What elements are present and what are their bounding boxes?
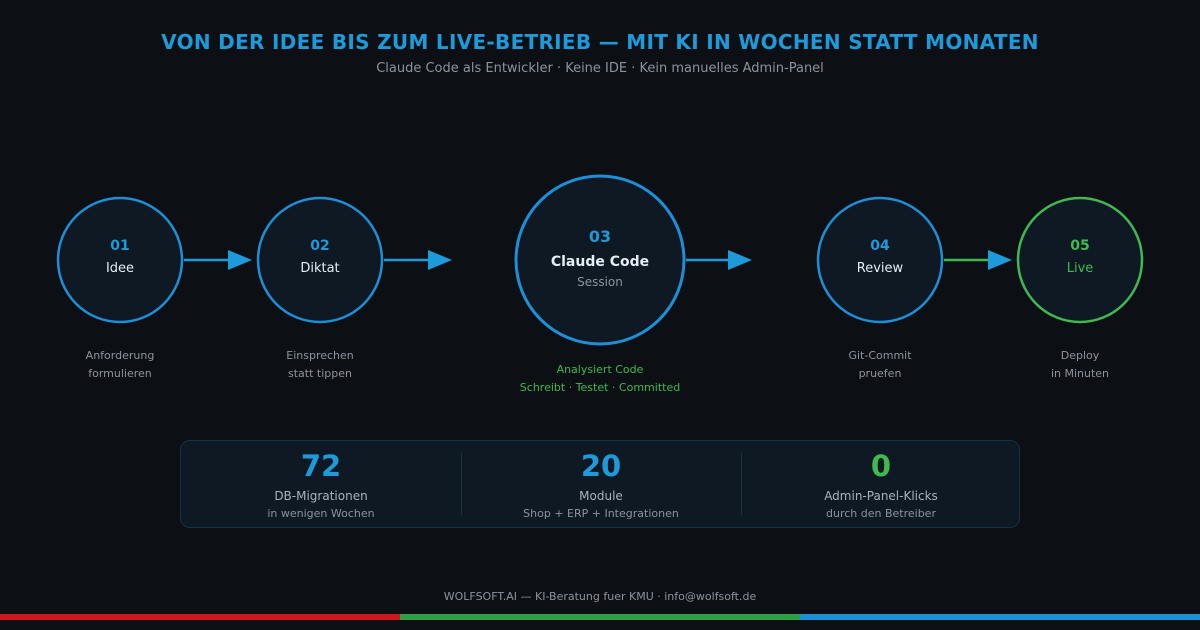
stat-divider: [741, 453, 742, 515]
step-desc-line: Analysiert Code: [556, 363, 644, 376]
step-description-02: Einsprechen statt tippen: [210, 347, 430, 383]
stat-sublabel: Shop + ERP + Integrationen: [523, 507, 679, 520]
step-desc-line: statt tippen: [288, 367, 352, 380]
step-desc-line: formulieren: [88, 367, 152, 380]
step-name: Review: [857, 261, 904, 276]
stat-value: 20: [580, 449, 622, 483]
arrow-03-04: [686, 250, 752, 270]
step-description-04: Git-Commit pruefen: [770, 347, 990, 383]
step-desc-line: in Minuten: [1050, 367, 1110, 380]
stat-label: Admin-Panel-Klicks: [824, 489, 938, 503]
step-number: 05: [1070, 238, 1089, 254]
step-number: 01: [110, 238, 129, 254]
step-name: Idee: [106, 261, 134, 276]
step-desc-line: Anforderung: [85, 349, 155, 362]
step-desc-line: Git-Commit: [848, 349, 912, 362]
step-desc-line: Einsprechen: [286, 349, 354, 362]
stat-modules: 20 Module Shop + ERP + Integrationen: [461, 441, 741, 527]
step-desc-line: Schreibt · Testet · Committed: [519, 381, 681, 394]
step-number: 02: [310, 238, 329, 254]
step-name: Claude Code: [551, 254, 649, 270]
step-desc-line: pruefen: [858, 367, 902, 380]
stat-db-migrations: 72 DB-Migrationen in wenigen Wochen: [181, 441, 461, 527]
footer-text: WOLFSOFT.AI — KI-Beratung fuer KMU · inf…: [443, 590, 757, 603]
arrow-04-05: [944, 250, 1012, 270]
step-node-01: 01 Idee: [56, 196, 184, 324]
step-desc-line: Deploy: [1060, 349, 1100, 362]
footer-bar-red: [0, 614, 400, 620]
step-name: Diktat: [300, 261, 339, 276]
page-title: VON DER IDEE BIS ZUM LIVE-BETRIEB — MIT …: [161, 30, 1039, 54]
process-flow-diagram: 01 Idee 02 Diktat 03 Claude Code Session…: [56, 174, 1144, 346]
footer-bar-blue: [800, 614, 1200, 620]
step-subtitle: Session: [577, 275, 623, 289]
step-node-03: 03 Claude Code Session: [514, 174, 686, 346]
stat-label: DB-Migrationen: [274, 489, 368, 503]
step-description-01: Anforderung formulieren: [10, 347, 230, 383]
arrow-02-03: [384, 250, 452, 270]
step-number: 04: [870, 238, 890, 254]
stat-value: 72: [300, 449, 342, 483]
stat-admin-clicks: 0 Admin-Panel-Klicks durch den Betreiber: [741, 441, 1021, 527]
arrow-01-02: [184, 250, 252, 270]
step-description-05: Deploy in Minuten: [970, 347, 1190, 383]
step-number: 03: [589, 227, 611, 246]
page-subtitle: Claude Code als Entwickler · Keine IDE ·…: [376, 61, 824, 76]
stat-sublabel: durch den Betreiber: [826, 507, 936, 520]
step-description-03: Analysiert Code Schreibt · Testet · Comm…: [490, 361, 710, 397]
stat-divider: [461, 453, 462, 515]
stat-sublabel: in wenigen Wochen: [267, 507, 375, 520]
step-node-04: 04 Review: [816, 196, 944, 324]
stats-panel: 72 DB-Migrationen in wenigen Wochen 20 M…: [180, 440, 1020, 528]
footer-bar-green: [400, 614, 800, 620]
step-node-05: 05 Live: [1016, 196, 1144, 324]
step-node-02: 02 Diktat: [256, 196, 384, 324]
step-name: Live: [1067, 261, 1094, 276]
stat-label: Module: [579, 489, 623, 503]
stat-value: 0: [870, 449, 892, 483]
